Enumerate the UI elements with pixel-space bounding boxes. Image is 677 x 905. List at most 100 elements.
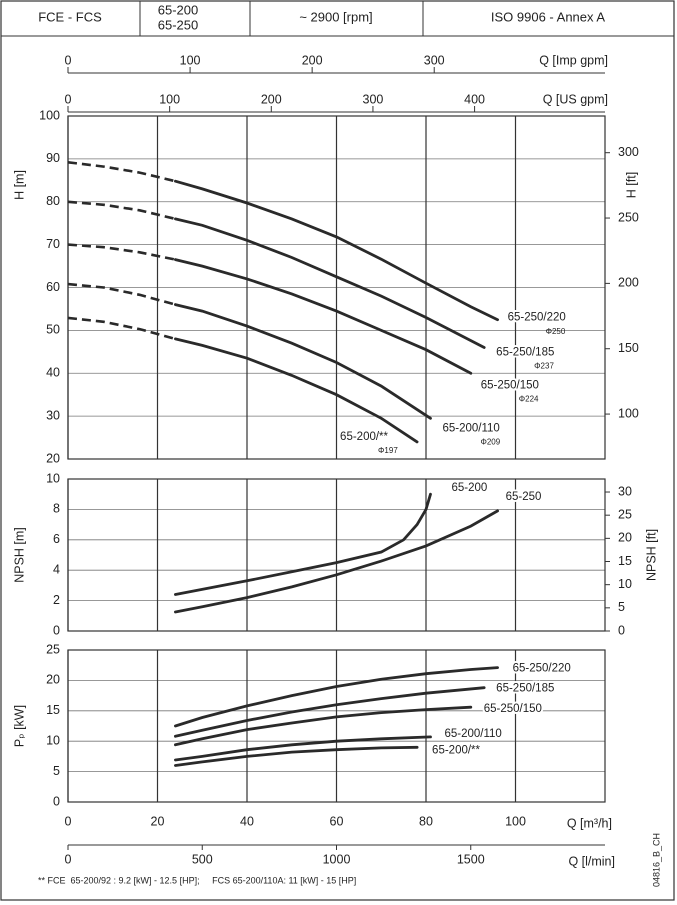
curve xyxy=(174,492,432,596)
y-tick-label: 90 xyxy=(46,151,60,165)
x-tick-label: 100 xyxy=(505,814,526,828)
y2-tick-label: 300 xyxy=(618,145,639,159)
y2-tick-label: 100 xyxy=(618,406,639,420)
y-tick-label: 30 xyxy=(46,408,60,422)
curve-extension xyxy=(67,243,176,261)
drawing-code: 04816_B_CH xyxy=(651,833,661,887)
curve xyxy=(174,745,419,767)
y-axis-label: H [m] xyxy=(12,170,26,200)
footnote: ** FCE 65-200/92 : 9.2 [kW] - 12.5 [HP];… xyxy=(38,875,356,885)
y-tick-label: 80 xyxy=(46,194,60,208)
curve-extension xyxy=(67,316,176,341)
curve xyxy=(174,217,486,349)
y2-tick-label: 200 xyxy=(618,276,639,290)
y-tick-label: 50 xyxy=(46,323,60,337)
y2-tick-label: 15 xyxy=(618,554,632,568)
x-tick-label: 0 xyxy=(65,92,72,106)
y-tick-label: 20 xyxy=(46,451,60,465)
header-series: FCE - FCS xyxy=(38,9,102,24)
x-axis-label: Q [m³/h] xyxy=(567,816,612,830)
header-speed: ~ 2900 [rpm] xyxy=(299,9,372,24)
x-tick-label: 300 xyxy=(424,53,445,67)
curve-extension xyxy=(67,282,176,306)
curve xyxy=(174,735,432,762)
curve-label: 65-250/150 xyxy=(481,379,539,391)
y-tick-label: 4 xyxy=(53,562,60,576)
curve-label: 65-200/110 xyxy=(442,422,499,434)
y-tick-label: 6 xyxy=(53,532,60,546)
y-tick-label: 100 xyxy=(39,108,60,122)
y2-axis-label: NPSH [ft] xyxy=(644,529,658,581)
y2-tick-label: 250 xyxy=(618,210,639,224)
x-tick-label: 20 xyxy=(151,814,165,828)
curve-sublabel: Φ224 xyxy=(519,394,539,403)
y-tick-label: 8 xyxy=(53,502,60,516)
curve xyxy=(174,509,499,614)
curve-sublabel: Φ209 xyxy=(480,437,500,446)
curve xyxy=(174,258,473,375)
y-tick-label: 0 xyxy=(53,623,60,637)
curve-label: 65-250/185 xyxy=(496,347,554,359)
y-tick-label: 60 xyxy=(46,280,60,294)
x-tick-label: 80 xyxy=(419,814,433,828)
curve xyxy=(174,666,499,728)
header-model: 65-250 xyxy=(158,17,198,32)
y2-tick-label: 10 xyxy=(618,577,632,591)
x-tick-label: 400 xyxy=(464,92,485,106)
curve-label: 65-250/220 xyxy=(513,663,571,675)
curve-label: 65-250 xyxy=(506,491,542,503)
curve-label: 65-200/** xyxy=(340,431,388,443)
y-tick-label: 0 xyxy=(53,794,60,808)
y-tick-label: 10 xyxy=(46,733,60,747)
curve xyxy=(174,303,432,420)
y2-tick-label: 20 xyxy=(618,531,632,545)
curve-label: 65-250/220 xyxy=(508,312,566,324)
y-tick-label: 70 xyxy=(46,237,60,251)
y2-tick-label: 25 xyxy=(618,507,632,521)
x-tick-label: 100 xyxy=(180,53,201,67)
x-tick-label: 0 xyxy=(65,53,72,67)
curve-extension xyxy=(67,200,176,221)
y-tick-label: 20 xyxy=(46,673,60,687)
curve xyxy=(174,705,473,747)
y2-tick-label: 150 xyxy=(618,341,639,355)
x-tick-label: 60 xyxy=(330,814,344,828)
curve-extension xyxy=(67,161,176,183)
curve-sublabel: Φ250 xyxy=(546,327,566,336)
axis-label: Q [US gpm] xyxy=(543,92,608,106)
curve-sublabel: Φ197 xyxy=(378,446,398,455)
x-tick-label: 200 xyxy=(302,53,323,67)
x-tick-label: 1000 xyxy=(323,852,351,866)
y2-tick-label: 30 xyxy=(618,484,632,498)
y2-tick-label: 0 xyxy=(618,623,625,637)
axis-label: Q [Imp gpm] xyxy=(539,53,608,67)
curve xyxy=(174,179,499,322)
y-tick-label: 5 xyxy=(53,764,60,778)
y-tick-label: 40 xyxy=(46,366,60,380)
curve-label: 65-200 xyxy=(451,482,487,494)
y2-tick-label: 5 xyxy=(618,600,625,614)
plot-frame xyxy=(67,115,606,460)
x-tick-label: 100 xyxy=(159,92,180,106)
plot-frame xyxy=(67,649,606,803)
curve xyxy=(174,337,419,444)
x-tick-label: 1500 xyxy=(457,852,485,866)
y-axis-label: NPSH [m] xyxy=(12,527,26,583)
curve-label: 65-250/185 xyxy=(496,683,554,695)
x-tick-label: 200 xyxy=(261,92,282,106)
curve-label: 65-200/110 xyxy=(444,728,501,740)
y-tick-label: 25 xyxy=(46,642,60,656)
y-tick-label: 15 xyxy=(46,703,60,717)
x-tick-label: 40 xyxy=(240,814,254,828)
x-tick-label: 300 xyxy=(363,92,384,106)
x-tick-label: 0 xyxy=(65,814,72,828)
header-standard: ISO 9906 - Annex A xyxy=(491,9,606,24)
axis-label: Q [l/min] xyxy=(568,854,615,868)
plot-frame xyxy=(67,478,606,632)
curve xyxy=(174,686,486,738)
x-tick-label: 500 xyxy=(192,852,213,866)
y-tick-label: 2 xyxy=(53,593,60,607)
y-tick-label: 10 xyxy=(46,471,60,485)
